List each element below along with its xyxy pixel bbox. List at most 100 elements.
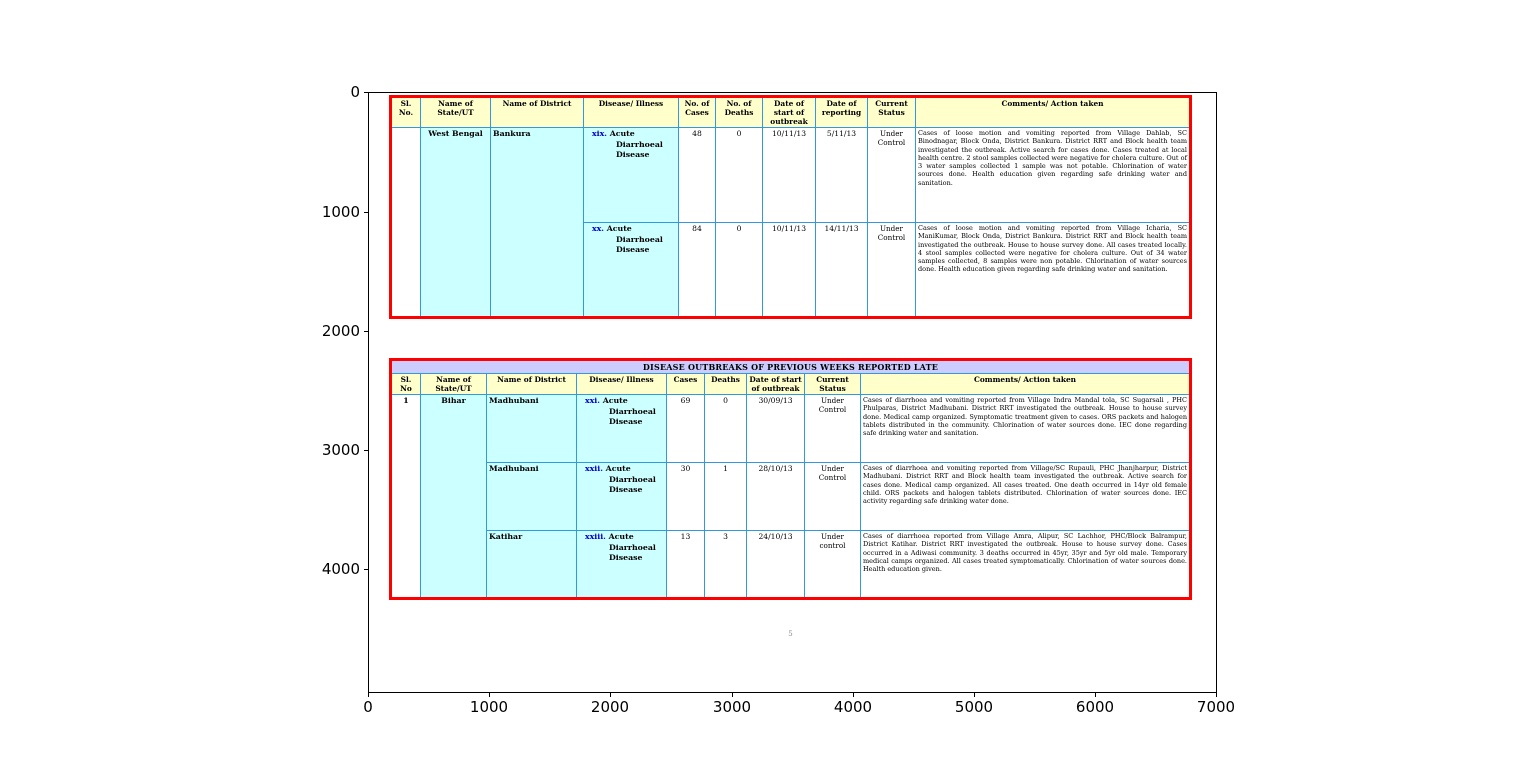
th-cases: No. of Cases: [678, 96, 716, 128]
roman-numeral: xix.: [592, 129, 607, 138]
table2-banner: DISEASE OUTBREAKS OF PREVIOUS WEEKS REPO…: [390, 359, 1191, 374]
table2-header-row: Sl. No Name of State/UT Name of District…: [390, 373, 1191, 395]
th-state: Name of State/UT: [420, 373, 487, 395]
table1: Sl. No. Name of State/UT Name of Distric…: [389, 95, 1192, 319]
table2-banner-row: DISEASE OUTBREAKS OF PREVIOUS WEEKS REPO…: [390, 359, 1191, 374]
cell-disease: xxiii. Acute Diarrhoeal Disease: [576, 530, 667, 599]
cell-start-date: 24/10/13: [746, 530, 805, 599]
cell-status: Under Control: [804, 462, 861, 531]
disease-name: Acute Diarrhoeal Disease: [605, 464, 656, 494]
x-tick-label: 1000: [469, 698, 509, 716]
cell-start-date: 28/10/13: [746, 462, 805, 531]
x-tick-label: 5000: [954, 698, 994, 716]
disease-entry: xxi. Acute Diarrhoeal Disease: [579, 396, 664, 428]
x-tick-label: 3000: [712, 698, 752, 716]
th-comments: Comments/ Action taken: [860, 373, 1191, 395]
page-number: 5: [788, 630, 793, 638]
cell-comments: Cases of diarrhoea and vomiting reported…: [860, 462, 1191, 531]
table-row: 1 Bihar Madhubani xxi. Acute Diarrhoeal …: [390, 394, 1191, 599]
cell-deaths: 0: [704, 394, 747, 463]
cell-deaths: 3: [704, 530, 747, 599]
y-tick-label: 2000: [322, 322, 398, 340]
cell-deaths: 0: [715, 222, 763, 318]
th-disease: Disease/ Illness: [583, 96, 679, 128]
y-tick-text: 2000: [321, 322, 360, 340]
cell-reporting-date: 5/11/13: [815, 127, 868, 223]
disease-entry: xx. Acute Diarrhoeal Disease: [586, 224, 676, 256]
cell-cases: 69: [666, 394, 705, 463]
th-sl-no: Sl. No: [390, 373, 421, 395]
y-tick-text: 3000: [321, 441, 360, 459]
y-tick-label: 4000: [322, 560, 398, 578]
cell-status: Under Control: [804, 394, 861, 463]
cell-status: Under control: [804, 530, 861, 599]
cell-comments: Cases of diarrhoea and vomiting reported…: [860, 394, 1191, 463]
cell-state: West Bengal: [420, 127, 491, 318]
cell-district: Bankura: [490, 127, 584, 318]
cell-comments: Cases of loose motion and vomiting repor…: [915, 222, 1191, 318]
th-disease: Disease/ Illness: [576, 373, 667, 395]
cell-reporting-date: 14/11/13: [815, 222, 868, 318]
cell-cases: 84: [678, 222, 716, 318]
x-tickmark: [368, 693, 369, 697]
cell-district: Madhubani: [486, 394, 577, 463]
th-sl-no: Sl. No.: [390, 96, 421, 128]
disease-entry: xxii. Acute Diarrhoeal Disease: [579, 464, 664, 496]
x-tick-label: 2000: [590, 698, 630, 716]
cell-cases: 30: [666, 462, 705, 531]
disease-entry: xxiii. Acute Diarrhoeal Disease: [579, 532, 664, 564]
cell-sl-no: 1: [390, 394, 421, 599]
cell-start-date: 10/11/13: [762, 127, 816, 223]
table-row: xx. Acute Diarrhoeal Disease 84 0 10/11/…: [391, 222, 1191, 318]
disease-name: Acute Diarrhoeal Disease: [606, 224, 663, 254]
y-tick-text: 4000: [321, 560, 360, 578]
x-tickmark: [1095, 693, 1096, 697]
cell-status: Under Control: [867, 127, 916, 223]
cell-disease: xxi. Acute Diarrhoeal Disease: [576, 394, 667, 463]
th-district: Name of District: [486, 373, 577, 395]
cell-start-date: 30/09/13: [746, 394, 805, 463]
x-tickmark: [732, 693, 733, 697]
th-reporting-date: Date of reporting: [815, 96, 868, 128]
th-comments: Comments/ Action taken: [915, 96, 1191, 128]
cell-disease: xix. Acute Diarrhoeal Disease: [583, 127, 679, 223]
th-deaths: No. of Deaths: [715, 96, 763, 128]
roman-numeral: xxiii.: [585, 532, 606, 541]
disease-name: Acute Diarrhoeal Disease: [602, 396, 656, 426]
y-tickmark: [364, 450, 368, 451]
y-tick-label: 3000: [322, 441, 398, 459]
x-tick-label: 7000: [1196, 698, 1236, 716]
x-tickmark: [610, 693, 611, 697]
x-tick-label: 4000: [833, 698, 873, 716]
scanned-document-image: Sl. No. Name of State/UT Name of Distric…: [389, 95, 1192, 643]
roman-numeral: xxii.: [585, 464, 603, 473]
cell-cases: 48: [678, 127, 716, 223]
cell-start-date: 10/11/13: [762, 222, 816, 318]
y-tick-text: 0: [350, 83, 360, 101]
th-status: Current Status: [867, 96, 916, 128]
cell-sl-no: [390, 127, 421, 318]
y-tick-label: 1000: [322, 203, 398, 221]
roman-numeral: xxi.: [585, 396, 600, 405]
th-start-date: Date of start of outbreak: [762, 96, 816, 128]
cell-comments: Cases of loose motion and vomiting repor…: [915, 127, 1191, 223]
cell-district: Madhubani: [486, 462, 577, 531]
disease-name: Acute Diarrhoeal Disease: [608, 532, 656, 562]
cell-cases: 13: [666, 530, 705, 599]
disease-name: Acute Diarrhoeal Disease: [609, 129, 663, 159]
y-tick-label: 0: [350, 83, 370, 101]
th-state: Name of State/UT: [420, 96, 491, 128]
cell-disease: xxii. Acute Diarrhoeal Disease: [576, 462, 667, 531]
x-tickmark: [489, 693, 490, 697]
cell-state: Bihar: [420, 394, 487, 599]
y-tick-text: 1000: [321, 203, 360, 221]
cell-district: Katihar: [486, 530, 577, 599]
y-tickmark: [364, 569, 368, 570]
table-row: Madhubani xxii. Acute Diarrhoeal Disease…: [391, 462, 1191, 531]
y-tickmark: [364, 212, 368, 213]
th-deaths: Deaths: [704, 373, 747, 395]
x-tickmark: [853, 693, 854, 697]
cell-deaths: 0: [715, 127, 763, 223]
y-tickmark: [364, 331, 368, 332]
th-start-date: Date of start of outbreak: [746, 373, 805, 395]
